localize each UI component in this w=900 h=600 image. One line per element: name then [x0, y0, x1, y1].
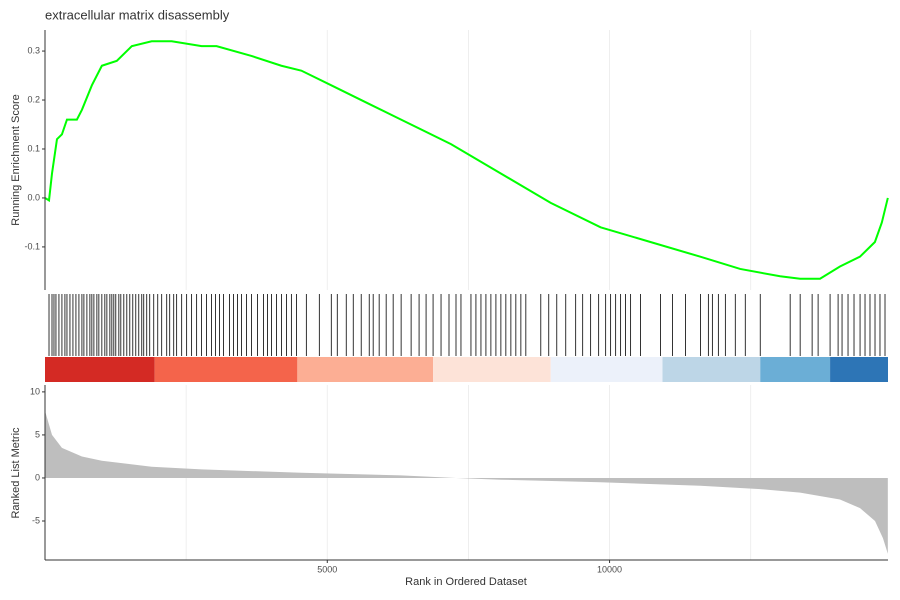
area [45, 410, 888, 554]
y-tick-label: 0.1 [27, 143, 40, 153]
rank-band [433, 357, 551, 382]
chart-title: extracellular matrix disassembly [45, 7, 230, 22]
y-axis-label: Ranked List Metric [10, 427, 22, 519]
x-tick-label: 5000 [317, 564, 337, 574]
y-tick-label: 0.3 [27, 45, 40, 55]
y-tick-label: -5 [32, 515, 40, 525]
rank-band [297, 357, 434, 382]
y-axis-label: Running Enrichment Score [10, 94, 22, 225]
y-tick-label: -0.1 [24, 241, 40, 251]
line [44, 40, 889, 280]
rank-band [45, 357, 155, 382]
rank-band [760, 357, 831, 382]
x-axis-label: Rank in Ordered Dataset [405, 576, 527, 588]
x-tick-label: 10000 [597, 564, 622, 574]
rank-band [662, 357, 761, 382]
y-tick-label: 0.2 [27, 94, 40, 104]
rank-band [154, 357, 298, 382]
y-tick-label: 5 [35, 429, 40, 439]
y-tick-label: 10 [30, 386, 40, 396]
y-tick-label: 0.0 [27, 192, 40, 202]
rank-band [550, 357, 663, 382]
rank-band [830, 357, 888, 382]
y-tick-label: 0 [35, 472, 40, 482]
